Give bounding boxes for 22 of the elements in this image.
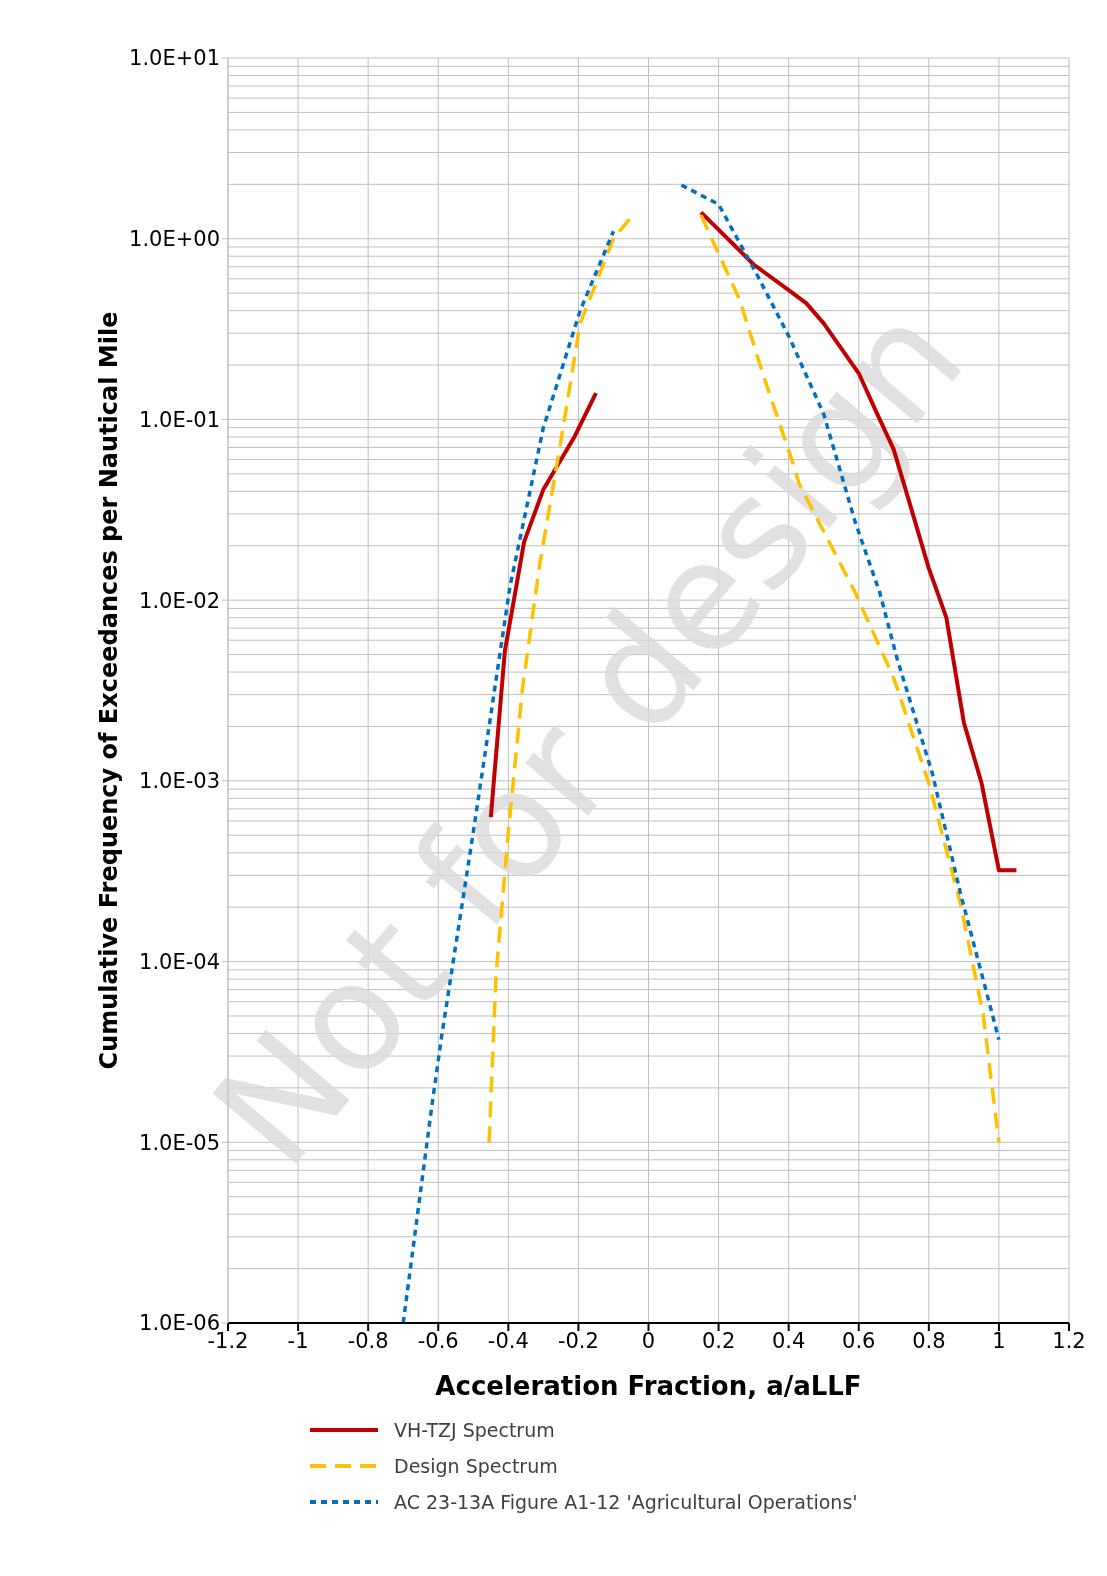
y-tick-label: 1.0E+00	[129, 227, 220, 252]
x-tick-label: 0	[641, 1328, 656, 1353]
x-tick-label: -1	[287, 1328, 309, 1353]
legend-label: Design Spectrum	[394, 1455, 558, 1477]
x-tick-label: 1.2	[1052, 1328, 1086, 1353]
x-tick-label: 0.8	[912, 1328, 946, 1353]
x-tick-label: -0.4	[487, 1328, 529, 1353]
x-tick-label: 0.6	[842, 1328, 876, 1353]
legend-label: AC 23-13A Figure A1-12 'Agricultural Operations'	[394, 1491, 858, 1513]
x-tick-label: -0.8	[347, 1328, 389, 1353]
legend-label: VH-TZJ Spectrum	[394, 1419, 555, 1441]
x-tick-label: -0.2	[557, 1328, 599, 1353]
x-tick-label: -0.6	[417, 1328, 459, 1353]
x-tick-label: 0.4	[771, 1328, 806, 1353]
x-tick-label: 1	[992, 1328, 1006, 1353]
y-tick-label: 1.0E-03	[139, 769, 220, 794]
y-axis-title: Cumulative Frequency of Exceedances per Nautical Mile	[94, 311, 123, 1070]
y-tick-label: 1.0E-01	[139, 407, 220, 432]
x-axis-title: Acceleration Fraction, a/aLLF	[435, 1371, 862, 1401]
x-tick-label: 0.2	[701, 1328, 736, 1353]
y-tick-label: 1.0E-02	[139, 588, 220, 613]
y-tick-label: 1.0E+01	[129, 46, 220, 71]
